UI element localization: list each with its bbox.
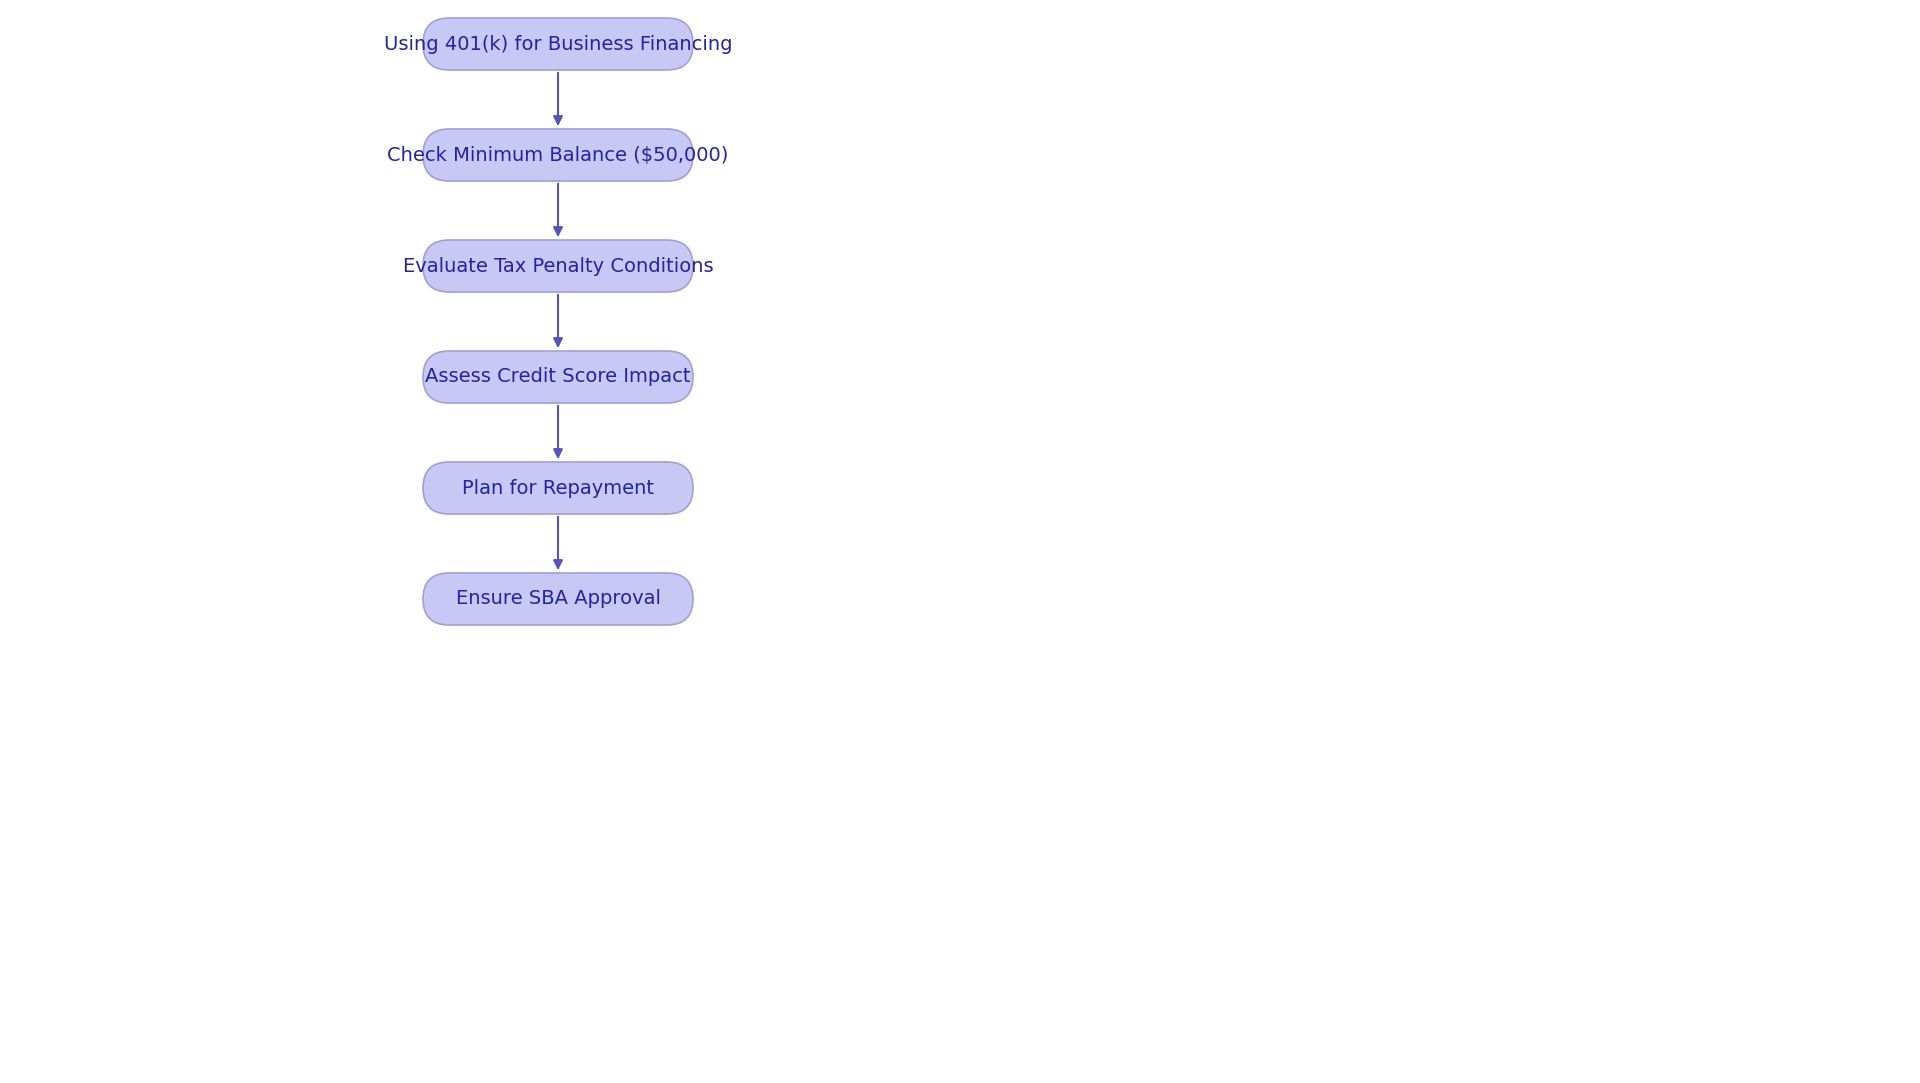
- FancyBboxPatch shape: [422, 351, 693, 403]
- Text: Check Minimum Balance ($50,000): Check Minimum Balance ($50,000): [388, 145, 730, 165]
- FancyBboxPatch shape: [422, 18, 693, 70]
- FancyBboxPatch shape: [422, 573, 693, 625]
- Text: Evaluate Tax Penalty Conditions: Evaluate Tax Penalty Conditions: [403, 257, 714, 275]
- FancyBboxPatch shape: [422, 240, 693, 292]
- Text: Using 401(k) for Business Financing: Using 401(k) for Business Financing: [384, 35, 732, 53]
- FancyBboxPatch shape: [422, 129, 693, 181]
- Text: Plan for Repayment: Plan for Repayment: [463, 479, 655, 497]
- Text: Assess Credit Score Impact: Assess Credit Score Impact: [424, 367, 691, 387]
- Text: Ensure SBA Approval: Ensure SBA Approval: [455, 589, 660, 609]
- FancyBboxPatch shape: [422, 462, 693, 514]
